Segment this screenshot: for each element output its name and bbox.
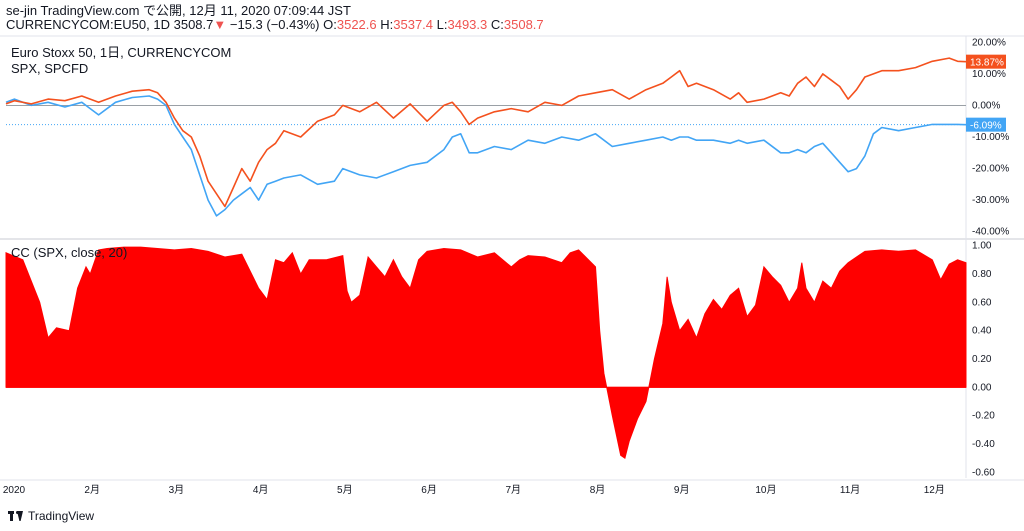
x-tick-label: 3月 [169, 484, 185, 496]
x-tick-label: 4月 [253, 484, 269, 496]
open-label: O: [323, 17, 337, 32]
symbol-label: CURRENCYCOM:EU50, 1D [6, 17, 170, 32]
low-label: L: [436, 17, 448, 32]
indicator-y-tick-label: 0.60 [972, 297, 992, 308]
indicator-y-tick-label: -0.40 [972, 439, 995, 450]
publish-info: se-jin TradingView.com で公開, 12月 11, 2020… [6, 3, 351, 18]
ohlc-bar: CURRENCYCOM:EU50, 1D 3508.7▼ −15.3 (−0.4… [6, 17, 544, 32]
x-tick-label: 5月 [337, 484, 353, 496]
legend-spx: SPX, SPCFD [11, 61, 89, 76]
eu50-series-line[interactable] [5, 57, 967, 208]
footer: TradingView [8, 509, 94, 523]
x-tick-label: 2020 [3, 485, 26, 496]
high-value: 3537.4 [393, 17, 434, 32]
x-tick-label: 8月 [590, 484, 606, 496]
last-price: 3508.7 [173, 17, 214, 32]
indicator-y-tick-label: -0.60 [972, 467, 995, 478]
legend-eu50: Euro Stoxx 50, 1日, CURRENCYCOM [11, 45, 232, 60]
spx-last-value-label: -6.09% [970, 121, 1002, 132]
indicator-y-tick-label: -0.20 [972, 411, 995, 422]
indicator-y-tick-label: 0.00 [972, 382, 992, 393]
eu50-last-value-label: 13.87% [970, 58, 1004, 69]
low-value: 3493.3 [447, 17, 488, 32]
tradingview-logo-icon [8, 510, 24, 522]
indicator-legend: CC (SPX, close, 20) [11, 245, 128, 260]
y-tick-label: 10.00% [972, 69, 1006, 80]
indicator-y-tick-label: 1.00 [972, 241, 992, 252]
x-tick-label: 12月 [924, 484, 945, 496]
x-tick-label: 6月 [421, 484, 437, 496]
indicator-y-tick-label: 0.80 [972, 269, 992, 280]
cc-area[interactable] [5, 246, 967, 460]
y-tick-label: -40.00% [972, 227, 1009, 238]
y-tick-label: 20.00% [972, 37, 1006, 48]
x-tick-label: 11月 [840, 484, 860, 496]
eu50-last-value-badge [966, 54, 1006, 69]
x-tick-label: 2月 [84, 484, 100, 496]
y-tick-label: -20.00% [972, 164, 1009, 175]
close-value: 3508.7 [503, 17, 544, 32]
footer-brand[interactable]: TradingView [28, 509, 95, 523]
indicator-y-tick-label: 0.40 [972, 326, 992, 337]
main-pane-legend: Euro Stoxx 50, 1日, CURRENCYCOM SPX, SPCF… [11, 45, 231, 77]
spx-last-value-badge [966, 117, 1006, 132]
price-change: −15.3 (−0.43%) [229, 17, 320, 32]
down-arrow-icon: ▼ [213, 17, 227, 32]
close-label: C: [490, 17, 504, 32]
open-value: 3522.6 [336, 17, 377, 32]
y-tick-label: -10.00% [972, 132, 1009, 143]
y-tick-label: -30.00% [972, 195, 1009, 206]
indicator-y-tick-label: 0.20 [972, 354, 992, 365]
spx-series-line[interactable] [5, 95, 967, 217]
x-tick-label: 9月 [674, 484, 690, 496]
x-tick-label: 10月 [755, 484, 776, 496]
x-tick-label: 7月 [505, 484, 521, 496]
high-label: H: [380, 17, 394, 32]
y-tick-label: 0.00% [972, 100, 1000, 111]
